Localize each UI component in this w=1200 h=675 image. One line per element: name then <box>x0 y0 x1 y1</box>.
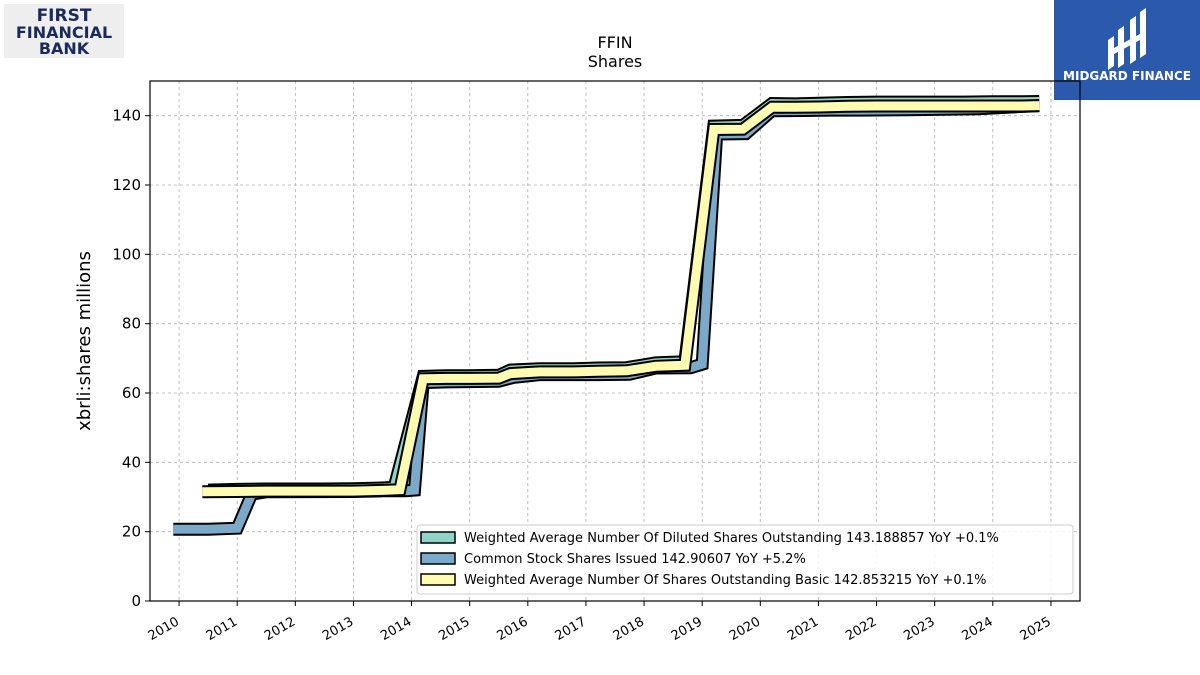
legend-swatch <box>420 531 456 544</box>
midgard-monogram-icon <box>1108 8 1146 70</box>
x-tick-label: 2015 <box>436 614 472 644</box>
logo-line-3: BANK <box>38 39 90 58</box>
x-tick-label: 2010 <box>146 614 182 644</box>
x-tick-label: 2019 <box>669 614 705 644</box>
legend-box <box>416 524 1074 595</box>
x-tick-label: 2025 <box>1018 614 1054 644</box>
x-tick-label: 2022 <box>843 614 879 644</box>
y-tick-label: 40 <box>122 453 141 471</box>
y-tick-label: 120 <box>112 176 141 194</box>
legend-entry: Weighted Average Number Of Shares Outsta… <box>464 573 986 588</box>
x-tick-label: 2013 <box>320 614 356 644</box>
series-layer <box>173 95 1040 536</box>
y-tick-label: 80 <box>122 315 141 333</box>
legend-entry: Common Stock Shares Issued 142.90607 YoY… <box>464 552 806 567</box>
logo-line-2: FINANCIAL <box>15 23 113 42</box>
y-tick-label: 100 <box>112 245 141 263</box>
grid-layer <box>150 81 1080 602</box>
x-tick-label: 2021 <box>785 614 821 644</box>
x-tick-label: 2018 <box>611 614 647 644</box>
x-tick-label: 2016 <box>494 614 530 644</box>
chart-title: FFIN <box>597 33 632 52</box>
x-tick-label: 2011 <box>204 614 240 644</box>
x-tick-label: 2020 <box>727 614 763 644</box>
y-tick-label: 0 <box>131 592 141 610</box>
x-tick-label: 2012 <box>262 614 298 644</box>
series-1-outline <box>173 99 1040 536</box>
midgard-finance-name: MIDGARD FINANCE <box>1063 69 1191 83</box>
y-tick-label: 20 <box>122 523 141 541</box>
series-0-outline <box>207 95 1040 497</box>
chart-subtitle: Shares <box>588 52 643 71</box>
x-tick-label: 2023 <box>901 614 937 644</box>
plot-frame <box>149 80 1081 602</box>
y-tick-label: 140 <box>112 107 141 125</box>
y-axis-label: xbrli:shares millions <box>74 251 95 431</box>
x-tick-label: 2024 <box>959 614 995 644</box>
midgard-finance-logo: MIDGARD FINANCE <box>1054 0 1200 100</box>
x-tick-label: 2017 <box>553 614 589 644</box>
series-1-line <box>173 101 1040 534</box>
first-financial-bank-logo: FIRST FINANCIAL BANK <box>4 4 124 58</box>
series-2-line <box>202 101 1040 497</box>
logo-line-1: FIRST <box>36 6 92 26</box>
series-0-line <box>207 97 1040 495</box>
legend-swatch <box>420 573 456 586</box>
legend-entry: Weighted Average Number Of Diluted Share… <box>464 531 999 546</box>
legend: Weighted Average Number Of Diluted Share… <box>416 524 1074 595</box>
y-tick-label: 60 <box>122 384 141 402</box>
series-2-outline <box>202 99 1040 499</box>
legend-swatch <box>420 552 456 565</box>
x-tick-label: 2014 <box>378 614 414 644</box>
